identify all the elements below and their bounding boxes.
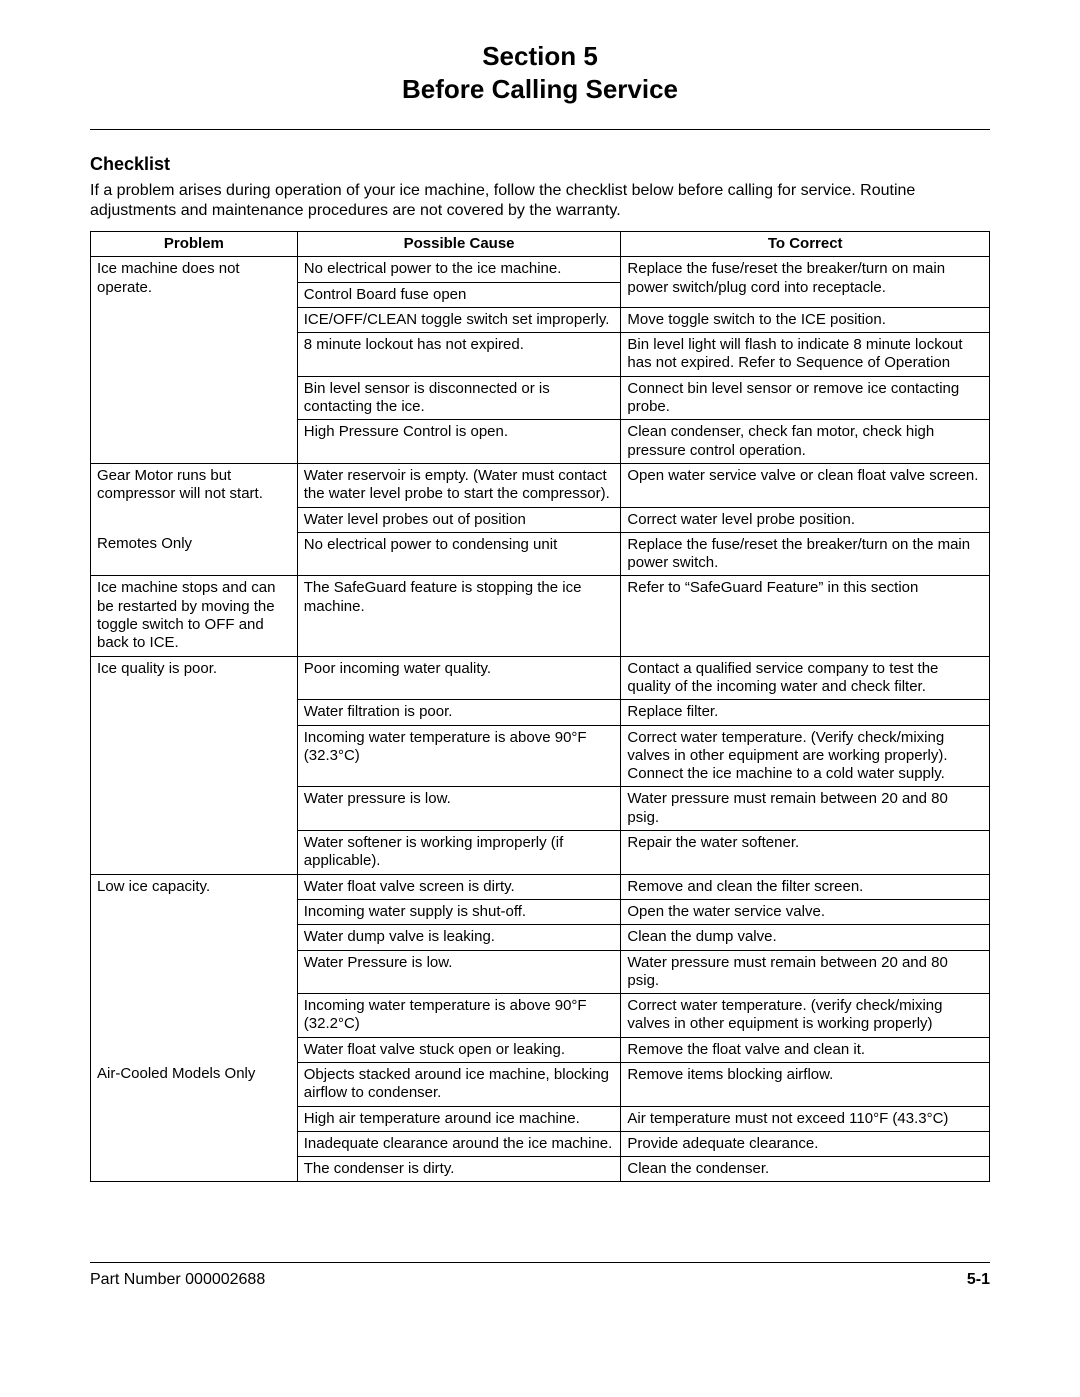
correct-cell: Replace filter. [621, 700, 990, 725]
correct-cell: Correct water temperature. (Verify check… [621, 725, 990, 787]
problem-cell-blank [91, 1037, 298, 1062]
cause-cell: ICE/OFF/CLEAN toggle switch set improper… [297, 307, 621, 332]
col-header-problem: Problem [91, 232, 298, 257]
problem-cell-blank [91, 994, 298, 1038]
table-row: Ice quality is poor. Poor incoming water… [91, 656, 990, 700]
table-row: Low ice capacity. Water float valve scre… [91, 874, 990, 899]
cause-cell: Water level probes out of position [297, 507, 621, 532]
problem-cell: Ice machine does not operate. [91, 257, 298, 464]
section-title-line2: Before Calling Service [90, 73, 990, 106]
table-row: Remotes Only No electrical power to cond… [91, 532, 990, 576]
table-row: Water level probes out of position Corre… [91, 507, 990, 532]
cause-cell: Water pressure is low. [297, 787, 621, 831]
correct-cell: Open the water service valve. [621, 899, 990, 924]
col-header-correct: To Correct [621, 232, 990, 257]
correct-cell: Air temperature must not exceed 110°F (4… [621, 1106, 990, 1131]
problem-cell-blank [91, 899, 298, 924]
correct-cell: Remove items blocking airflow. [621, 1062, 990, 1106]
correct-cell: Repair the water softener. [621, 831, 990, 875]
section-title-line1: Section 5 [90, 40, 990, 73]
cause-cell: Water reservoir is empty. (Water must co… [297, 463, 621, 507]
correct-cell: Open water service valve or clean float … [621, 463, 990, 507]
cause-cell: Water dump valve is leaking. [297, 925, 621, 950]
cause-cell: No electrical power to the ice machine. [297, 257, 621, 282]
problem-subcell-remotes: Remotes Only [91, 532, 298, 576]
correct-cell: Remove and clean the filter screen. [621, 874, 990, 899]
intro-paragraph: If a problem arises during operation of … [90, 181, 990, 221]
cause-cell: Water Pressure is low. [297, 950, 621, 994]
table-row: Gear Motor runs but compressor will not … [91, 463, 990, 507]
part-number: Part Number 000002688 [90, 1271, 265, 1289]
cause-cell: 8 minute lockout has not expired. [297, 333, 621, 377]
cause-cell: Water float valve screen is dirty. [297, 874, 621, 899]
page-number: 5-1 [967, 1271, 990, 1289]
table-row: Incoming water temperature is above 90°F… [91, 994, 990, 1038]
cause-cell: Water float valve stuck open or leaking. [297, 1037, 621, 1062]
cause-cell: Incoming water supply is shut-off. [297, 899, 621, 924]
cause-cell: High air temperature around ice machine. [297, 1106, 621, 1131]
correct-cell: Connect bin level sensor or remove ice c… [621, 376, 990, 420]
problem-subcell-aircooled: Air-Cooled Models Only [91, 1062, 298, 1106]
problem-cell: Ice quality is poor. [91, 656, 298, 874]
troubleshooting-table: Problem Possible Cause To Correct Ice ma… [90, 231, 990, 1182]
cause-cell: No electrical power to condensing unit [297, 532, 621, 576]
table-row: Ice machine stops and can be restarted b… [91, 576, 990, 656]
problem-cell-blank [91, 1131, 298, 1156]
footer-row: Part Number 000002688 5-1 [90, 1271, 990, 1289]
correct-cell: Correct water level probe position. [621, 507, 990, 532]
cause-cell: The SafeGuard feature is stopping the ic… [297, 576, 621, 656]
correct-cell: Replace the fuse/reset the breaker/turn … [621, 257, 990, 308]
problem-cell: Low ice capacity. [91, 874, 298, 899]
cause-cell: The condenser is dirty. [297, 1157, 621, 1182]
cause-cell: Objects stacked around ice machine, bloc… [297, 1062, 621, 1106]
section-title-block: Section 5 Before Calling Service [90, 40, 990, 105]
footer-rule [90, 1262, 990, 1263]
problem-cell-blank [91, 950, 298, 994]
table-row: High air temperature around ice machine.… [91, 1106, 990, 1131]
footer-block: Part Number 000002688 5-1 [90, 1262, 990, 1289]
table-row: Water dump valve is leaking. Clean the d… [91, 925, 990, 950]
cause-cell: Control Board fuse open [297, 282, 621, 307]
title-rule [90, 129, 990, 130]
cause-cell: Incoming water temperature is above 90°F… [297, 725, 621, 787]
document-page: Section 5 Before Calling Service Checkli… [0, 0, 1080, 1309]
problem-cell: Ice machine stops and can be restarted b… [91, 576, 298, 656]
correct-cell: Clean the dump valve. [621, 925, 990, 950]
correct-cell: Water pressure must remain between 20 an… [621, 787, 990, 831]
correct-cell: Remove the float valve and clean it. [621, 1037, 990, 1062]
table-row: Water Pressure is low. Water pressure mu… [91, 950, 990, 994]
problem-cell: Gear Motor runs but compressor will not … [91, 463, 298, 507]
table-row: Ice machine does not operate. No electri… [91, 257, 990, 282]
table-row: Inadequate clearance around the ice mach… [91, 1131, 990, 1156]
cause-cell: Bin level sensor is disconnected or is c… [297, 376, 621, 420]
table-row: Incoming water supply is shut-off. Open … [91, 899, 990, 924]
table-header-row: Problem Possible Cause To Correct [91, 232, 990, 257]
problem-cell-blank [91, 1157, 298, 1182]
table-row: Water float valve stuck open or leaking.… [91, 1037, 990, 1062]
correct-cell: Clean the condenser. [621, 1157, 990, 1182]
cause-cell: Inadequate clearance around the ice mach… [297, 1131, 621, 1156]
cause-cell: Water softener is working improperly (if… [297, 831, 621, 875]
correct-cell: Provide adequate clearance. [621, 1131, 990, 1156]
table-row: Air-Cooled Models Only Objects stacked a… [91, 1062, 990, 1106]
cause-cell: Poor incoming water quality. [297, 656, 621, 700]
correct-cell: Replace the fuse/reset the breaker/turn … [621, 532, 990, 576]
problem-cell-blank [91, 1106, 298, 1131]
cause-cell: High Pressure Control is open. [297, 420, 621, 464]
correct-cell: Bin level light will flash to indicate 8… [621, 333, 990, 377]
cause-cell: Water filtration is poor. [297, 700, 621, 725]
correct-cell: Correct water temperature. (verify check… [621, 994, 990, 1038]
correct-cell: Clean condenser, check fan motor, check … [621, 420, 990, 464]
table-row: The condenser is dirty. Clean the conden… [91, 1157, 990, 1182]
checklist-heading: Checklist [90, 154, 990, 175]
problem-cell-blank [91, 507, 298, 532]
col-header-cause: Possible Cause [297, 232, 621, 257]
cause-cell: Incoming water temperature is above 90°F… [297, 994, 621, 1038]
problem-cell-blank [91, 925, 298, 950]
correct-cell: Refer to “SafeGuard Feature” in this sec… [621, 576, 990, 656]
correct-cell: Move toggle switch to the ICE position. [621, 307, 990, 332]
correct-cell: Water pressure must remain between 20 an… [621, 950, 990, 994]
correct-cell: Contact a qualified service company to t… [621, 656, 990, 700]
